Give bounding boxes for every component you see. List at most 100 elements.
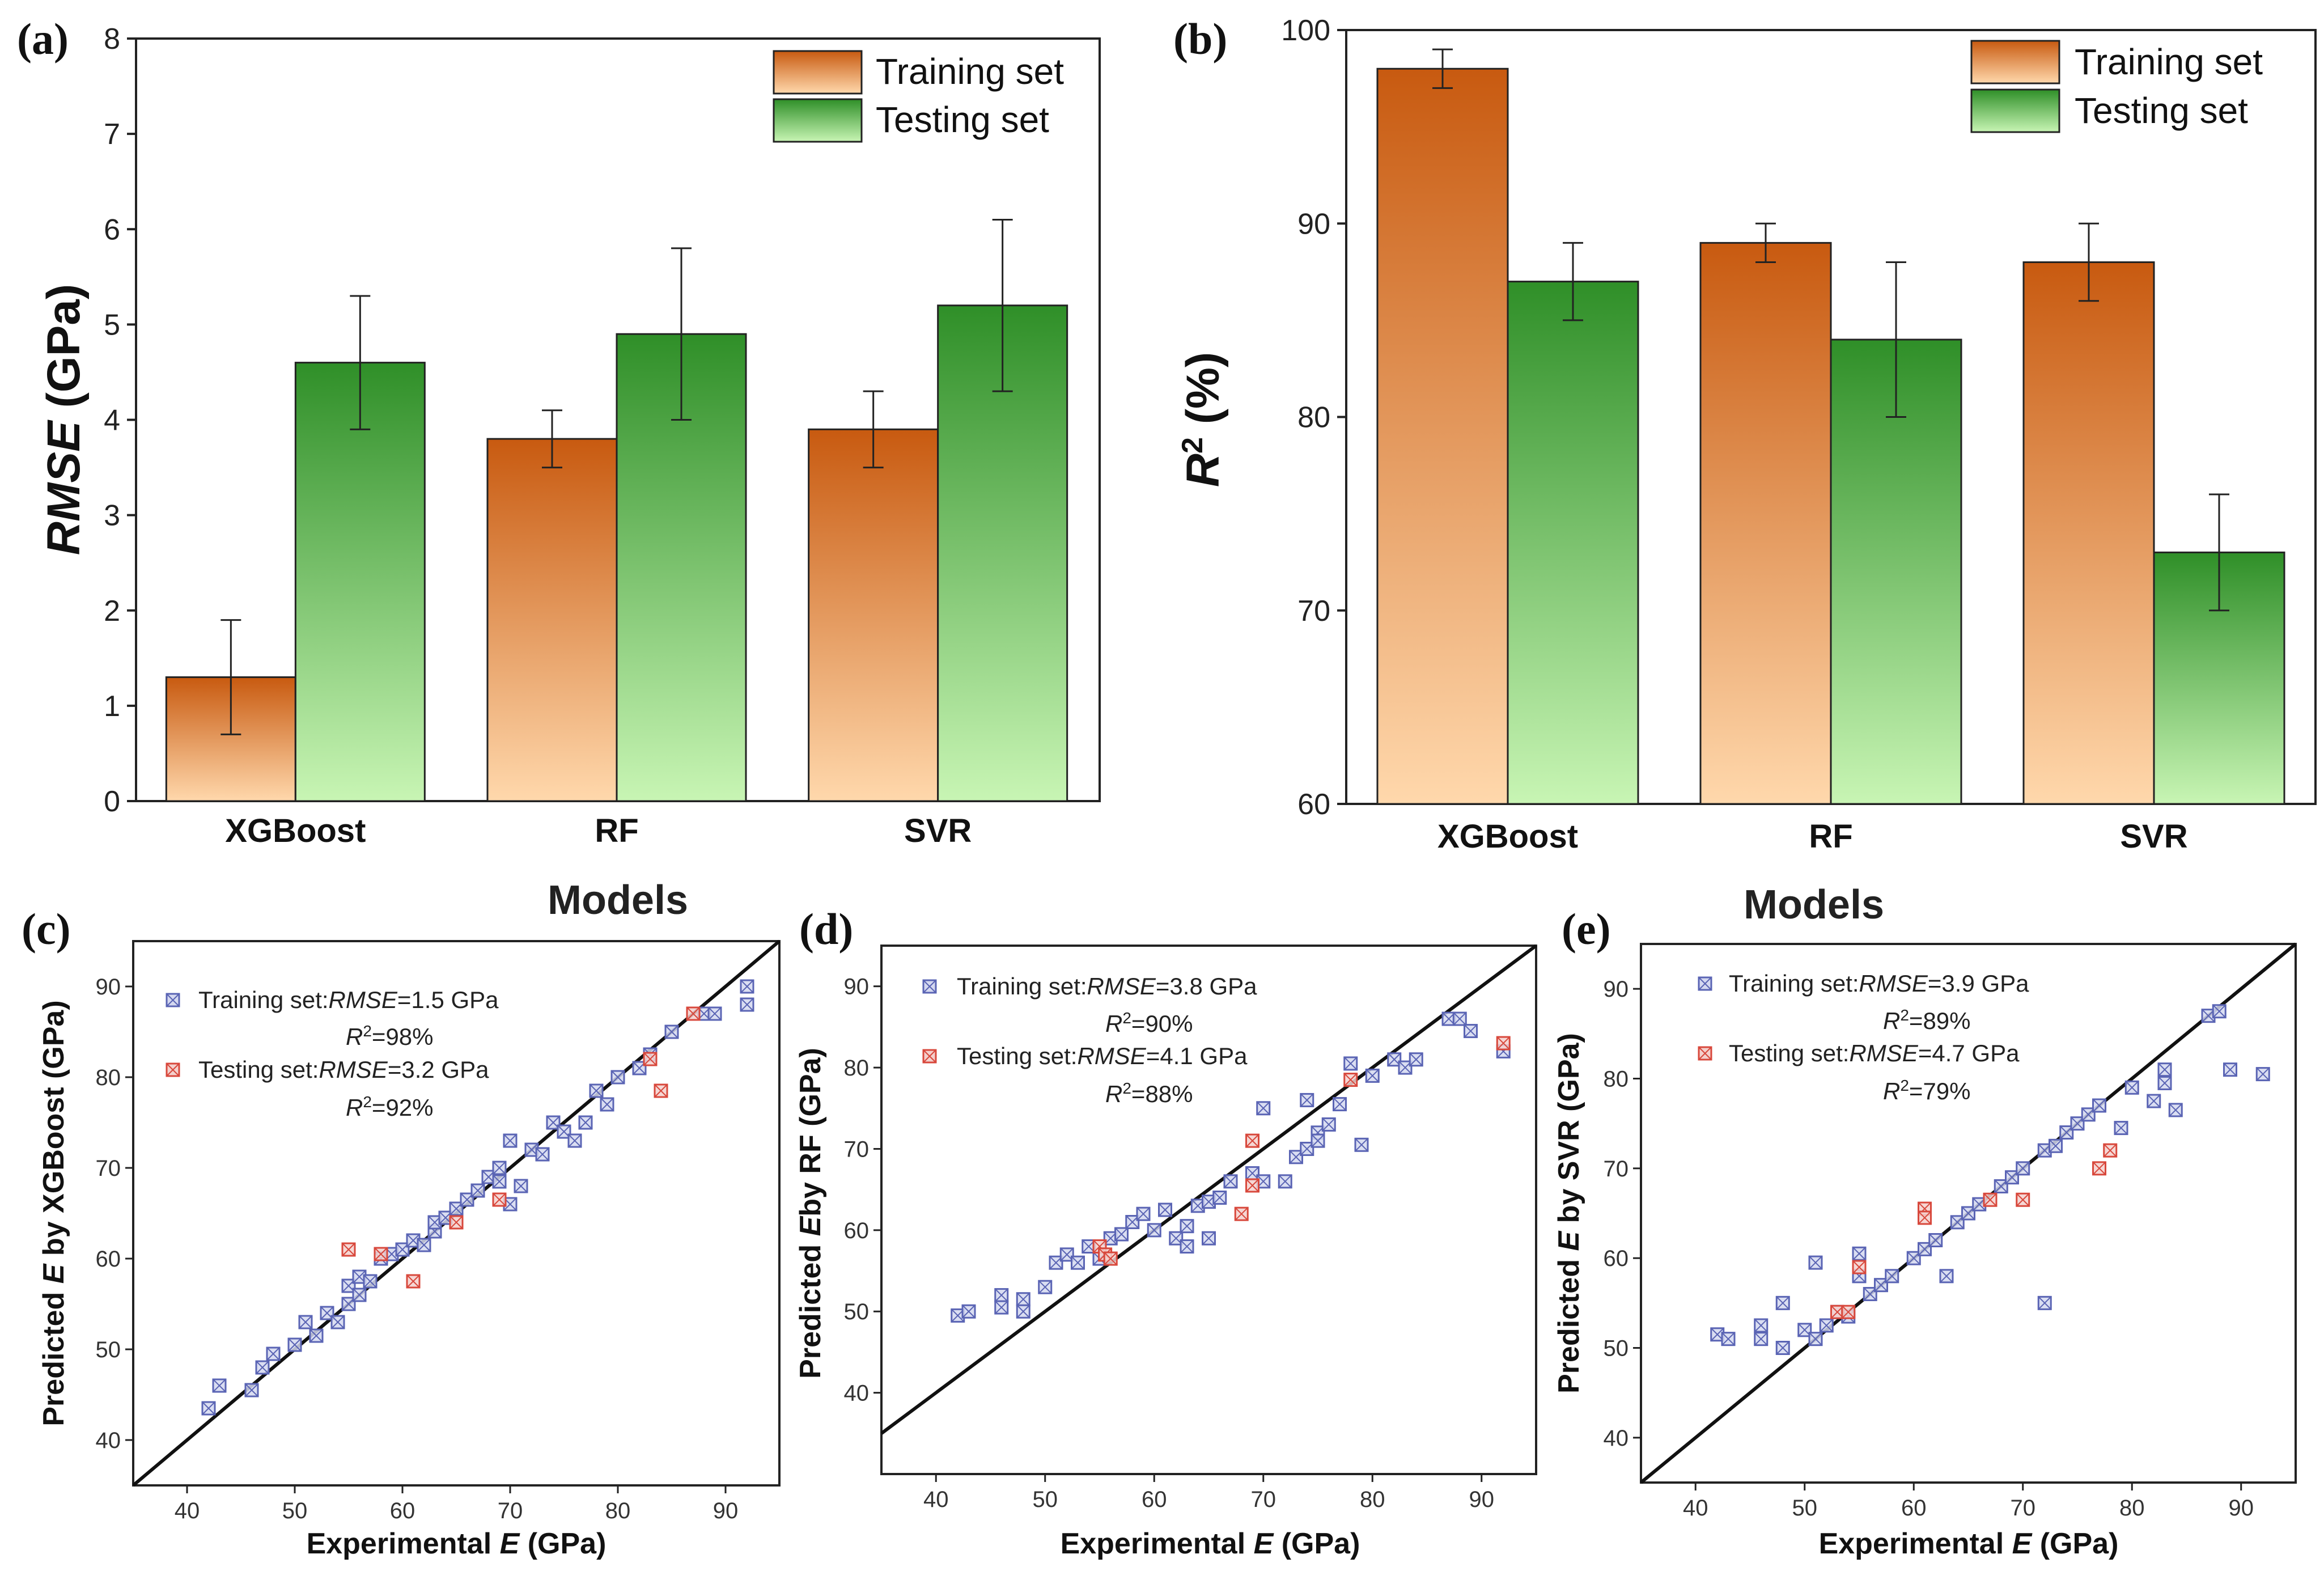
category-label-xgboost: XGBoost xyxy=(225,812,366,849)
point-training xyxy=(212,1378,227,1393)
point-training xyxy=(1808,1255,1823,1270)
legend-swatch-testing-a xyxy=(773,98,863,143)
y-tick-label-c: 40 xyxy=(96,1428,121,1453)
legend-marker-testing-d xyxy=(922,1049,937,1064)
annotation-testing-r2-d: R2=88% xyxy=(1105,1079,1193,1108)
panel-label-d: (d) xyxy=(799,904,853,954)
legend-marker-training-c xyxy=(166,993,180,1007)
point-training xyxy=(546,1115,561,1130)
annotation-training-rmse-d: Training set:RMSE=3.8 GPa xyxy=(957,973,1257,1000)
category-label-svr: SVR xyxy=(2120,818,2187,855)
category-label-rf: RF xyxy=(1809,818,1852,855)
annotation-training-r2-d: R2=90% xyxy=(1105,1009,1193,1038)
point-training xyxy=(1147,1223,1161,1238)
point-testing xyxy=(2016,1192,2030,1207)
point-training xyxy=(1256,1101,1271,1116)
y-tick-label-c: 80 xyxy=(96,1065,121,1090)
legend-a: Training set Testing set xyxy=(773,50,1064,143)
x-axis-title-e: Experimental E (GPa) xyxy=(1819,1527,2119,1560)
annotation-training-r2-e: R2=89% xyxy=(1883,1006,1971,1035)
point-training xyxy=(2147,1094,2161,1108)
y-axis-title-a: RMSE (GPa) xyxy=(38,284,90,555)
error-bar-training-xgboost xyxy=(220,619,241,735)
y-tick-label-b: 70 xyxy=(1297,595,1330,628)
y-tick-label-a: 8 xyxy=(104,23,120,56)
point-training xyxy=(1721,1332,1736,1346)
point-training xyxy=(2168,1103,2183,1117)
panel-b-r2-bar-chart: (b) 60 70 80 90 100 XGBoost RF SVR R2 (%) Mode… xyxy=(1173,14,2317,928)
legend-marker-training-d xyxy=(922,979,937,994)
legend-marker-testing-c xyxy=(166,1062,180,1077)
y-axis-title-b: R2 (%) xyxy=(1176,352,1229,487)
y-tick-label-b: 80 xyxy=(1297,401,1330,434)
point-testing xyxy=(492,1192,507,1207)
point-training xyxy=(600,1097,614,1112)
point-training xyxy=(1452,1011,1467,1026)
y-tick-label-d: 90 xyxy=(844,975,870,1000)
point-training xyxy=(1918,1242,1932,1256)
annotation-training-rmse-c: Training set:RMSE=1.5 GPa xyxy=(198,986,499,1013)
point-training xyxy=(266,1346,281,1361)
point-training xyxy=(449,1201,464,1216)
point-training xyxy=(1775,1295,1790,1310)
point-testing xyxy=(2092,1161,2106,1176)
x-axis-title-b: Models xyxy=(1744,882,1884,928)
x-tick-label-d: 50 xyxy=(1033,1487,1058,1512)
point-training xyxy=(1775,1341,1790,1355)
error-bar-testing-xgboost xyxy=(350,295,371,430)
y-tick-label-e: 50 xyxy=(1604,1336,1629,1361)
bar-testing-xgboost xyxy=(1507,281,1639,805)
error-bar-training-xgboost xyxy=(1432,48,1453,89)
annotation-testing-rmse-e: Testing set:RMSE=4.7 GPa xyxy=(1729,1040,2020,1066)
x-tick-label-c: 40 xyxy=(175,1498,200,1523)
error-bar-training-svr xyxy=(2079,222,2099,302)
point-training xyxy=(1180,1239,1194,1254)
y-tick-label-a: 2 xyxy=(104,595,120,628)
annotation-training-rmse-e: Training set:RMSE=3.9 GPa xyxy=(1729,970,2029,997)
legend-label-training-a: Training set xyxy=(876,51,1064,92)
error-bar-training-svr xyxy=(863,390,884,469)
y-tick-label-a: 0 xyxy=(104,785,120,818)
point-training xyxy=(524,1142,539,1157)
annotation-e: Training set:RMSE=3.9 GPa R2=89% Testing… xyxy=(1698,970,2029,1104)
point-testing xyxy=(406,1274,421,1289)
error-bar-testing-rf xyxy=(1886,261,1906,418)
x-tick-label-e: 50 xyxy=(1792,1496,1818,1521)
error-bar-testing-xgboost xyxy=(1563,242,1583,321)
point-training xyxy=(2092,1098,2106,1113)
point-training xyxy=(567,1133,582,1148)
category-label-rf: RF xyxy=(595,812,638,849)
y-tick-label-a: 1 xyxy=(104,690,120,723)
bar-training-rf xyxy=(1699,242,1832,805)
point-training xyxy=(1819,1318,1834,1333)
legend-marker-testing-e xyxy=(1698,1046,1712,1061)
point-training xyxy=(514,1179,528,1193)
point-training xyxy=(1906,1251,1921,1265)
point-training xyxy=(2212,1004,2227,1019)
panel-label-b: (b) xyxy=(1173,14,1227,63)
point-testing xyxy=(1841,1305,1856,1319)
point-training xyxy=(201,1401,216,1416)
point-training xyxy=(1409,1052,1423,1067)
point-training xyxy=(460,1192,474,1207)
point-training xyxy=(470,1183,485,1198)
point-training xyxy=(244,1383,259,1398)
x-tick-label-d: 80 xyxy=(1360,1487,1385,1512)
x-tick-label-e: 70 xyxy=(2011,1496,2036,1521)
point-training xyxy=(492,1161,507,1175)
point-training xyxy=(589,1083,604,1098)
y-tick-label-d: 80 xyxy=(844,1056,870,1081)
point-training xyxy=(707,1006,722,1021)
y-tick-label-d: 60 xyxy=(844,1218,870,1243)
point-testing xyxy=(686,1006,701,1021)
y-tick-label-b: 90 xyxy=(1297,208,1330,240)
plot-frame-c xyxy=(132,940,781,1487)
error-bar-testing-svr xyxy=(992,218,1013,392)
plot-frame-d xyxy=(880,945,1537,1475)
y-tick-label-b: 100 xyxy=(1281,14,1330,47)
point-training xyxy=(363,1274,378,1289)
panel-label-e: (e) xyxy=(1562,904,1611,954)
point-training xyxy=(1071,1255,1085,1270)
point-testing xyxy=(654,1083,668,1098)
